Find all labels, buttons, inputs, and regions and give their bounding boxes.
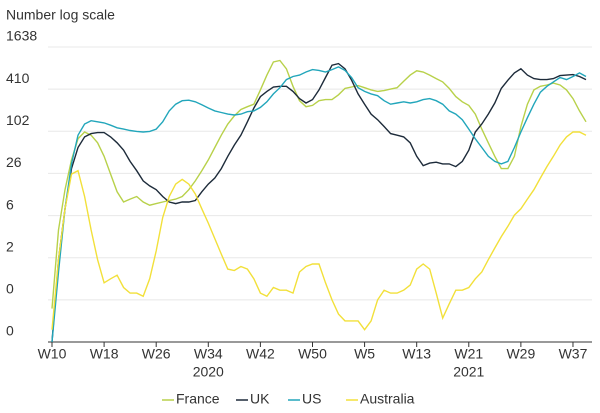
- x-tick-label: W34: [194, 346, 223, 362]
- x-tick-label: W18: [90, 346, 119, 362]
- legend-label: Australia: [360, 391, 415, 407]
- chart-title: Number log scale: [6, 7, 115, 23]
- y-tick-label: 26: [6, 154, 22, 170]
- x-tick-label: W42: [246, 346, 275, 362]
- x-tick-label: W5: [354, 346, 375, 362]
- series-line: [51, 131, 587, 331]
- series-line: [51, 59, 587, 309]
- legend-label: France: [176, 391, 220, 407]
- x-tick-label: W50: [298, 346, 327, 362]
- y-tick-label: 0: [6, 323, 14, 339]
- x-tick-label: W21: [454, 346, 483, 362]
- x-tick-label: W13: [402, 346, 431, 362]
- x-tick-label: W37: [559, 346, 588, 362]
- y-tick-label: 6: [6, 196, 14, 212]
- y-tick-label: 2: [6, 238, 14, 254]
- x-tick-label: W10: [38, 346, 67, 362]
- y-tick-label: 1638: [6, 28, 37, 44]
- y-tick-label: 0: [6, 281, 14, 297]
- year-label: 2020: [193, 364, 224, 380]
- x-tick-label: W26: [142, 346, 171, 362]
- series-line: [51, 66, 587, 343]
- legend-label: US: [302, 391, 321, 407]
- year-label: 2021: [453, 364, 484, 380]
- legend-label: UK: [250, 391, 270, 407]
- series-line: [51, 62, 587, 343]
- y-tick-label: 410: [6, 70, 30, 86]
- x-tick-label: W29: [506, 346, 535, 362]
- y-tick-label: 102: [6, 112, 30, 128]
